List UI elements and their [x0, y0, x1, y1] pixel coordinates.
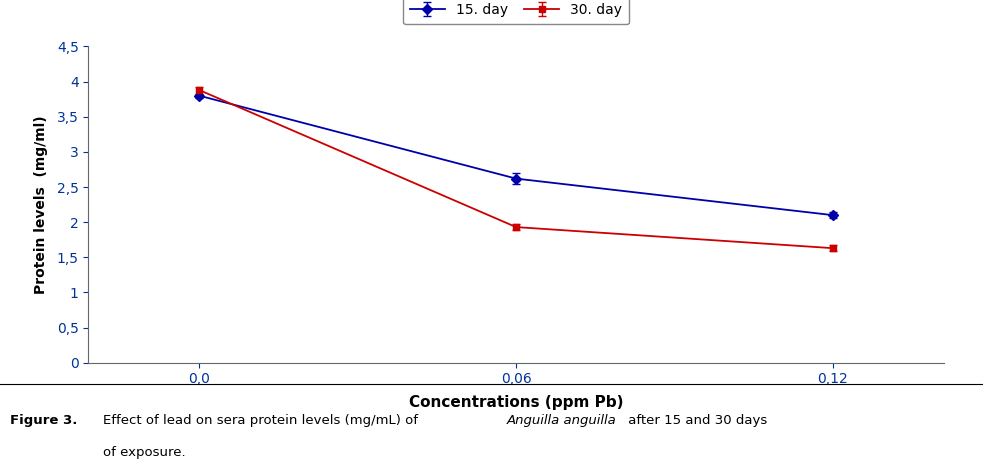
- Legend: 15. day, 30. day: 15. day, 30. day: [403, 0, 629, 25]
- Text: Effect of lead on sera protein levels (mg/mL) of: Effect of lead on sera protein levels (m…: [103, 414, 423, 427]
- Text: of exposure.: of exposure.: [103, 446, 186, 459]
- X-axis label: Concentrations (ppm Pb): Concentrations (ppm Pb): [409, 395, 623, 410]
- Text: Anguilla anguilla: Anguilla anguilla: [506, 414, 616, 427]
- Y-axis label: Protein levels  (mg/ml): Protein levels (mg/ml): [34, 115, 48, 294]
- Text: after 15 and 30 days: after 15 and 30 days: [624, 414, 768, 427]
- Text: Figure 3.: Figure 3.: [10, 414, 78, 427]
